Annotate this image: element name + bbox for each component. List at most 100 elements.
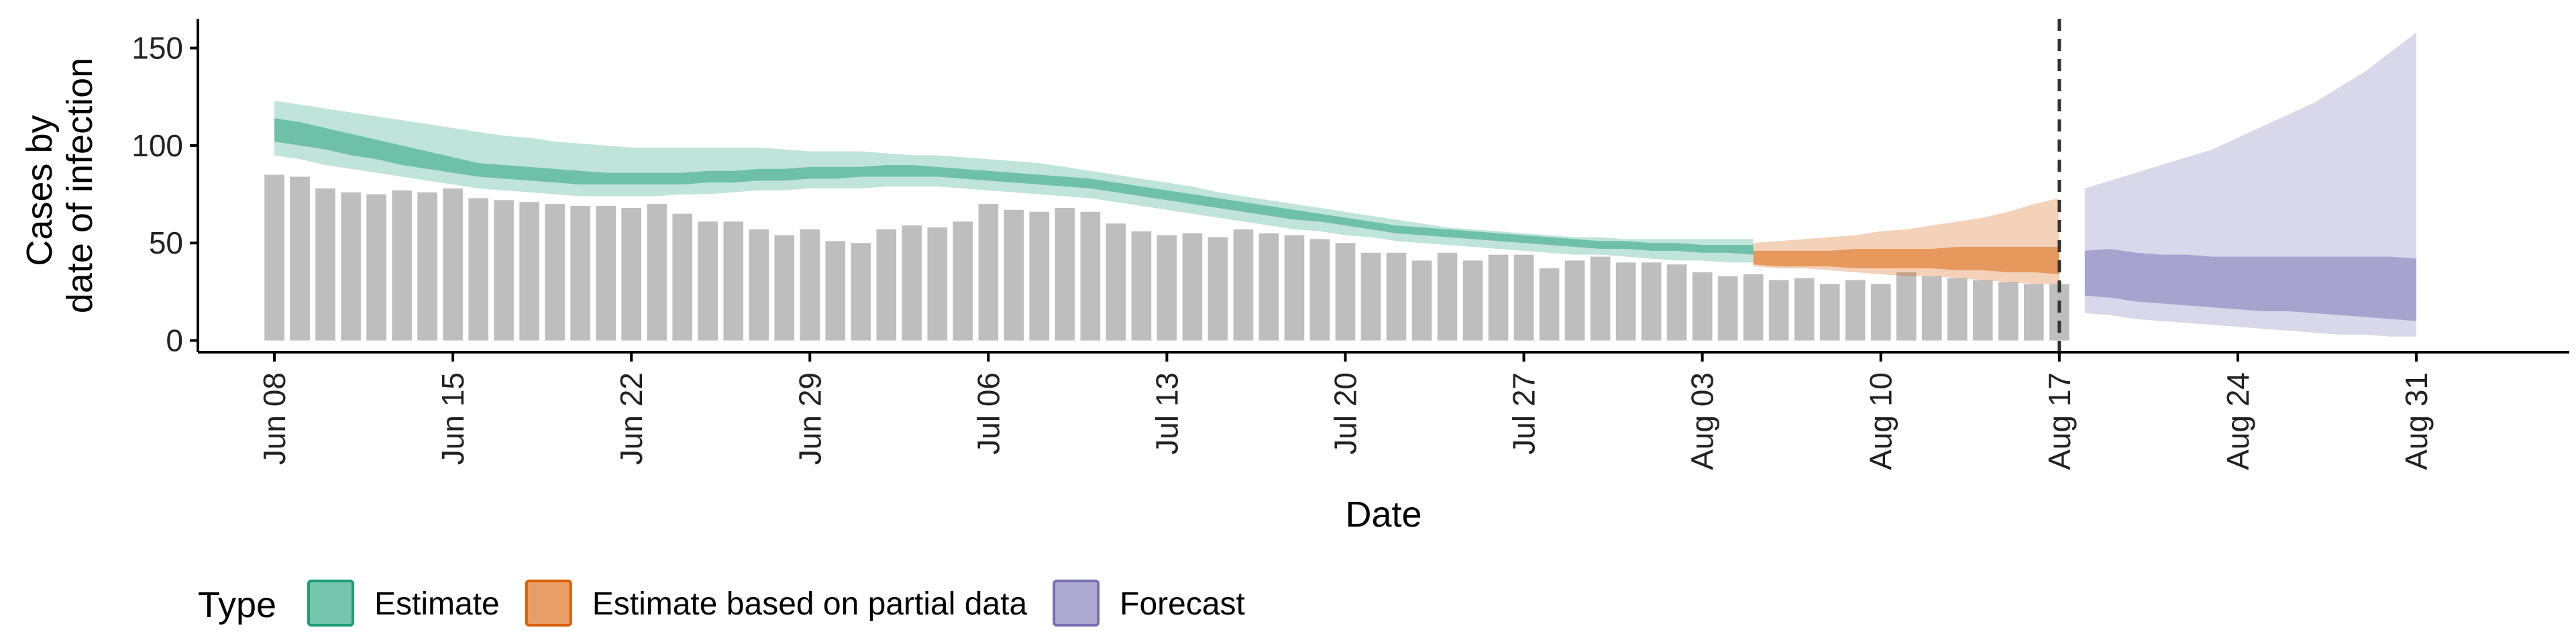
case-bar xyxy=(647,204,667,341)
case-bar xyxy=(1539,268,1560,341)
bands-layer xyxy=(274,32,2416,337)
case-bar xyxy=(468,198,488,341)
case-bar xyxy=(290,176,310,341)
case-bar xyxy=(417,192,437,341)
case-bar xyxy=(749,229,769,341)
bars-layer xyxy=(264,174,2070,341)
case-bar xyxy=(1284,235,1305,341)
x-tick-label: Jun 08 xyxy=(257,372,292,465)
case-bar xyxy=(545,204,565,341)
y-axis-title-line-2: date of infection xyxy=(60,58,100,313)
case-bar xyxy=(494,200,514,341)
case-bar xyxy=(2023,284,2044,341)
case-bar xyxy=(1360,252,1381,341)
case-bar xyxy=(1896,272,1917,341)
x-tick-label: Jun 22 xyxy=(614,372,649,465)
case-bar xyxy=(1182,233,1203,341)
estimate-based-on-partial-data-band-50 xyxy=(1753,247,2059,274)
case-bar xyxy=(392,190,412,341)
case-bar xyxy=(1768,280,1789,341)
case-bar xyxy=(978,204,999,341)
case-bar xyxy=(570,206,590,341)
case-bar xyxy=(596,206,616,341)
case-bar xyxy=(264,174,284,341)
case-bar xyxy=(1157,235,1177,341)
x-tick-label: Jul 13 xyxy=(1149,372,1184,455)
case-bar xyxy=(1258,233,1279,341)
case-bar xyxy=(1080,211,1101,341)
y-tick-label: 0 xyxy=(166,323,183,358)
legend-swatch-estimate-based-on-partial-data xyxy=(525,580,572,627)
case-bar xyxy=(1921,276,1942,341)
case-bar xyxy=(315,188,335,341)
x-tick-label: Aug 17 xyxy=(2042,372,2077,470)
case-bar xyxy=(1437,252,1458,341)
case-bar xyxy=(1233,229,1254,341)
axes-layer xyxy=(197,19,2569,354)
case-bar xyxy=(1462,260,1483,341)
case-bar xyxy=(723,221,744,341)
case-bar xyxy=(1411,260,1432,341)
x-tick-label: Aug 31 xyxy=(2399,372,2434,470)
case-bar xyxy=(1666,264,1687,341)
forecast-band-50 xyxy=(2084,248,2416,321)
case-bar xyxy=(1590,256,1611,341)
y-tick-label: 100 xyxy=(131,128,183,163)
x-tick-label: Jul 27 xyxy=(1507,372,1542,455)
case-bar xyxy=(927,227,948,341)
case-bar xyxy=(1131,231,1152,341)
legend-label-estimate: Estimate xyxy=(374,586,500,622)
x-ticks: Jun 08 Jun 15 Jun 22 Jun 29 Jul 06 Jul 13 Jul … xyxy=(257,352,2434,470)
case-bar xyxy=(902,225,922,341)
y-tick-label: 150 xyxy=(131,31,183,66)
case-bar xyxy=(876,229,897,341)
case-bar xyxy=(672,213,693,341)
case-bar xyxy=(1947,278,1968,341)
case-bar xyxy=(953,221,973,341)
case-bar xyxy=(1564,260,1585,341)
x-tick-label: Jul 20 xyxy=(1328,372,1362,455)
case-bar xyxy=(1055,207,1075,341)
x-tick-label: Aug 03 xyxy=(1685,372,1720,470)
x-tick-label: Aug 24 xyxy=(2220,372,2255,470)
case-bar xyxy=(341,192,361,341)
case-bar xyxy=(1794,278,1815,341)
case-bar xyxy=(774,235,795,341)
x-tick-label: Jul 06 xyxy=(971,372,1006,455)
case-bar xyxy=(519,202,539,341)
legend-label-estimate-based-on-partial-data: Estimate based on partial data xyxy=(592,586,1028,622)
case-bar xyxy=(1845,280,1866,341)
estimate-band-50 xyxy=(274,118,1754,255)
y-axis-title-line-1: Cases by xyxy=(19,115,60,266)
case-bar xyxy=(1004,209,1024,341)
case-bar xyxy=(1309,239,1330,341)
y-axis-title: Cases by date of infection xyxy=(19,58,100,313)
case-bar xyxy=(1029,211,1050,341)
case-bar xyxy=(443,188,463,341)
y-ticks: 0 50 100 150 xyxy=(131,31,198,358)
legend-items: Estimate Estimate based on partial data Fo… xyxy=(307,580,1245,627)
legend-label-forecast: Forecast xyxy=(1120,586,1245,622)
case-bar xyxy=(1208,237,1228,341)
y-tick-label: 50 xyxy=(149,225,183,260)
case-bar xyxy=(1386,252,1407,341)
x-tick-label: Aug 10 xyxy=(1864,372,1898,470)
x-tick-label: Jun 15 xyxy=(435,372,470,465)
case-bar xyxy=(1870,284,1891,341)
case-bar xyxy=(366,194,386,341)
legend: Type Estimate Estimate based on partial d… xyxy=(198,580,1245,627)
case-bar xyxy=(800,229,820,341)
case-bar xyxy=(1488,254,1509,341)
case-bar xyxy=(1615,262,1636,341)
case-bar xyxy=(1819,284,1840,341)
case-bar xyxy=(851,243,871,341)
case-bar xyxy=(1106,223,1126,341)
case-bar xyxy=(1692,272,1713,341)
x-axis-title: Date xyxy=(1345,494,1421,535)
case-bar xyxy=(1641,262,1662,341)
case-bar xyxy=(1335,243,1356,341)
case-bar xyxy=(698,221,718,341)
case-bar xyxy=(1998,282,2019,341)
case-bar xyxy=(621,207,642,341)
case-bar xyxy=(1513,254,1534,341)
